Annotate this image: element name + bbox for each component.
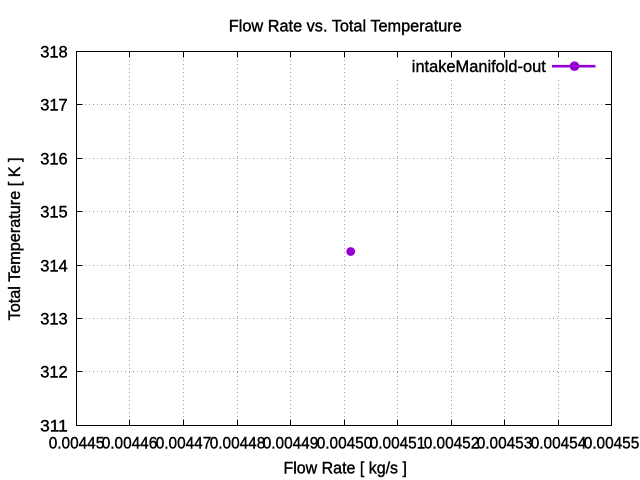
svg-text:318: 318 [40,42,68,61]
svg-text:314: 314 [40,256,68,275]
svg-text:0.00451: 0.00451 [370,434,426,453]
svg-text:Flow Rate vs. Total Temperatur: Flow Rate vs. Total Temperature [229,17,462,36]
svg-text:0.00454: 0.00454 [531,434,587,453]
svg-text:0.00452: 0.00452 [424,434,480,453]
svg-text:317: 317 [40,95,68,114]
svg-text:0.00445: 0.00445 [49,434,105,453]
svg-text:0.00455: 0.00455 [584,434,640,453]
svg-text:312: 312 [40,362,68,381]
svg-text:0.00450: 0.00450 [317,434,373,453]
svg-text:Total Temperature [ K ]: Total Temperature [ K ] [5,157,24,320]
svg-text:315: 315 [40,202,68,221]
svg-text:0.00446: 0.00446 [102,434,158,453]
svg-text:311: 311 [40,416,68,435]
svg-text:0.00449: 0.00449 [263,434,319,453]
svg-text:Flow Rate [ kg/s ]: Flow Rate [ kg/s ] [283,459,407,478]
svg-text:intakeManifold-out: intakeManifold-out [412,57,546,76]
svg-text:316: 316 [40,149,68,168]
svg-text:313: 313 [40,309,68,328]
svg-text:0.00453: 0.00453 [477,434,533,453]
svg-text:0.00448: 0.00448 [210,434,266,453]
svg-text:0.00447: 0.00447 [156,434,212,453]
